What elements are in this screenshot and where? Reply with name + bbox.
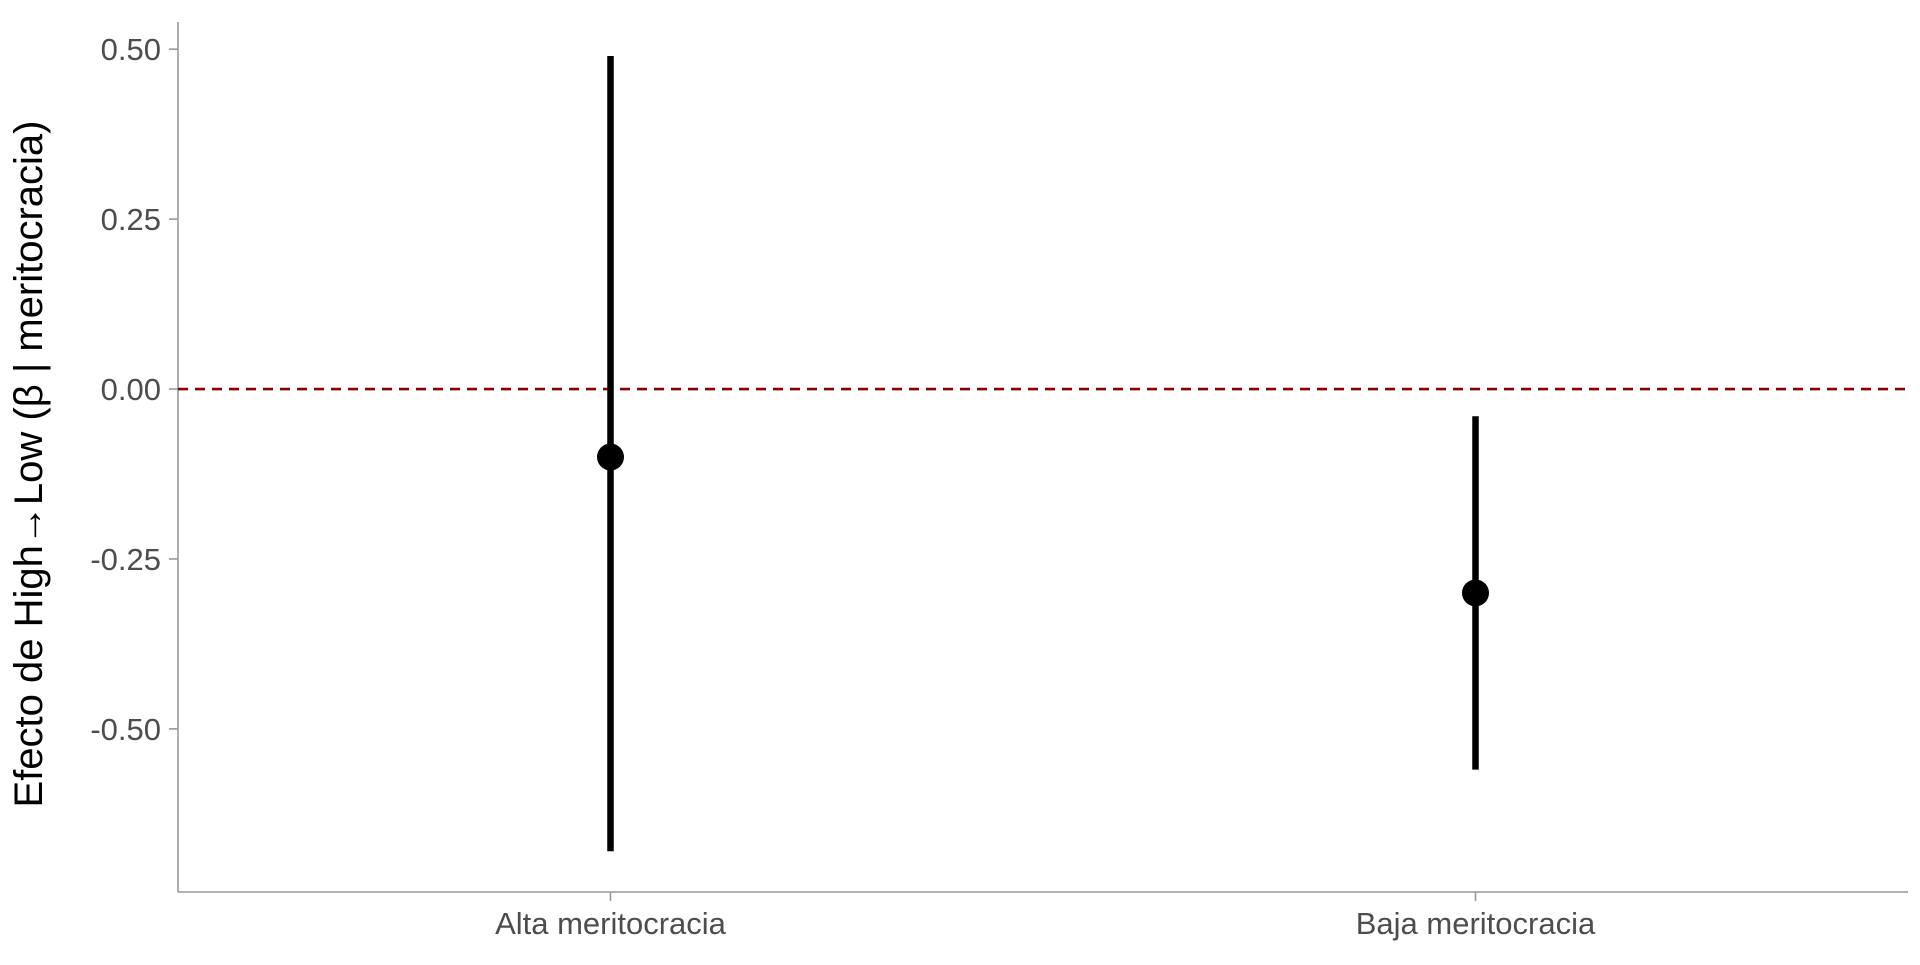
x-tick-label: Baja meritocracia	[1356, 906, 1596, 941]
x-tick-label: Alta meritocracia	[495, 906, 727, 941]
marks-layer	[597, 55, 1489, 852]
y-axis-title: Efecto de High→Low (β | meritocracia)	[7, 121, 51, 808]
estimate-point	[1462, 579, 1489, 607]
y-tick-label: 0.50	[101, 32, 161, 67]
y-tick-label: -0.50	[90, 712, 161, 747]
y-tick-label: 0.00	[101, 372, 161, 407]
y-tick-label: 0.25	[101, 202, 161, 237]
estimate-point	[597, 443, 624, 471]
y-tick-label: -0.25	[90, 542, 161, 577]
axes-layer: 0.50 0.25 0.00 -0.25 -0.50 Alta meritocracia B…	[90, 22, 1908, 941]
